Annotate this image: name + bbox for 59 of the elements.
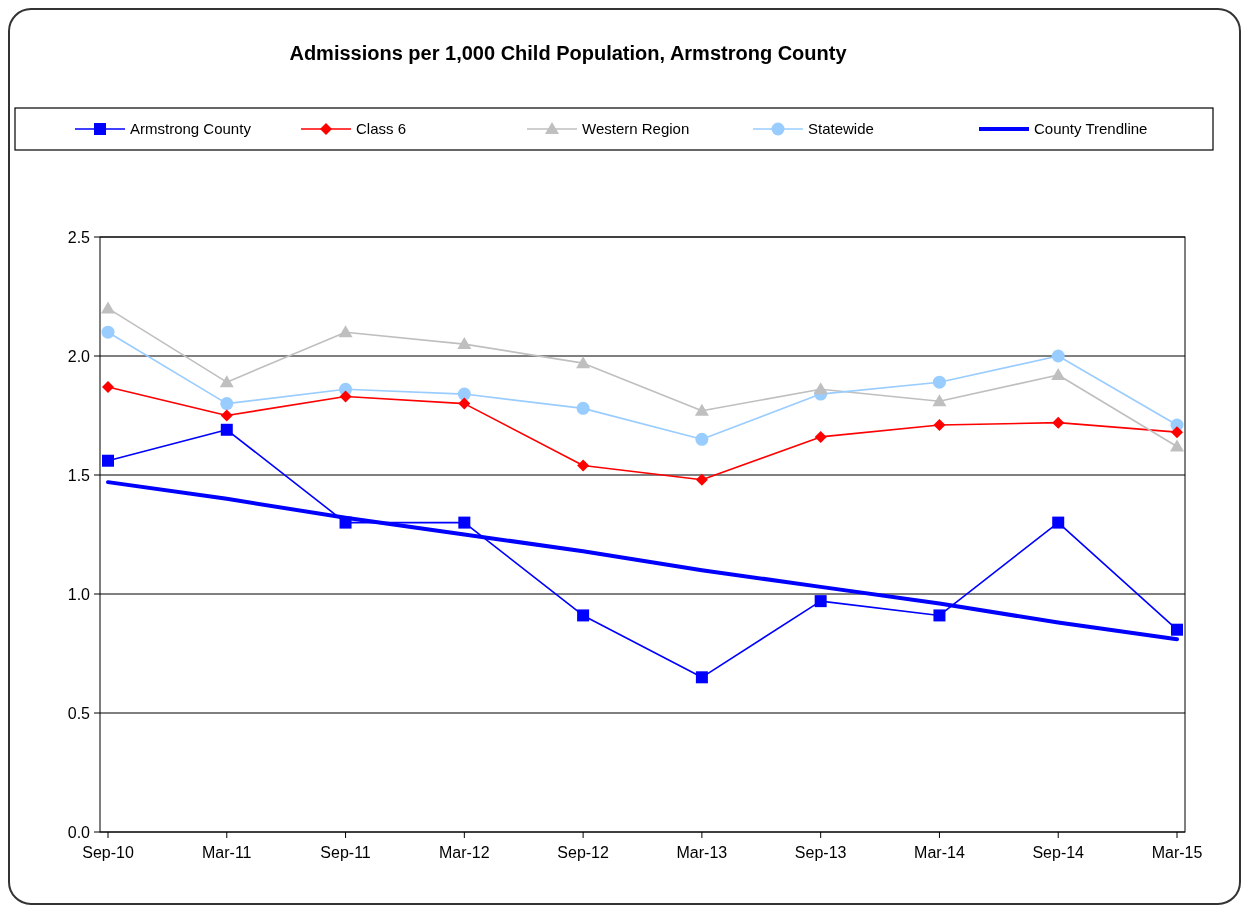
point <box>1171 623 1183 636</box>
chart-title: Admissions per 1,000 Child Population, Armstrong County <box>289 42 848 64</box>
x-tick-label: Sep-14 <box>1032 844 1085 861</box>
point <box>695 671 708 684</box>
x-tick-label: Mar-12 <box>438 844 490 861</box>
point <box>814 595 827 608</box>
point <box>219 375 234 388</box>
point <box>338 325 353 338</box>
point <box>1051 368 1066 381</box>
point <box>1170 439 1184 452</box>
legend-label: Western Region <box>582 120 690 137</box>
point <box>458 397 471 410</box>
y-tick-label: 2.5 <box>67 229 91 246</box>
point <box>577 609 590 622</box>
x-tick-label: Mar-13 <box>676 844 728 861</box>
point <box>101 325 115 339</box>
point <box>339 390 352 403</box>
y-tick-label: 1.0 <box>67 586 91 603</box>
point <box>814 430 827 443</box>
point <box>458 516 471 529</box>
point <box>695 432 709 446</box>
x-tick-label: Mar-11 <box>202 844 252 861</box>
point <box>577 459 590 472</box>
point <box>1052 416 1065 429</box>
point <box>576 401 590 415</box>
point <box>102 454 114 467</box>
point <box>339 516 352 529</box>
legend-label: County Trendline <box>1034 120 1148 137</box>
y-tick-label: 0.0 <box>67 824 91 841</box>
x-tick-label: Sep-11 <box>320 844 371 861</box>
point <box>932 394 947 407</box>
point <box>695 473 708 486</box>
point <box>457 387 471 401</box>
point <box>694 403 709 416</box>
x-tick-label: Sep-10 <box>82 844 134 861</box>
y-tick-label: 1.5 <box>67 467 91 484</box>
point <box>220 423 233 436</box>
point <box>1171 426 1183 439</box>
point <box>932 375 946 389</box>
legend-label: Class 6 <box>356 120 407 137</box>
point <box>220 409 233 422</box>
y-tick-label: 2.0 <box>67 348 91 365</box>
legend-label: Armstrong County <box>130 120 252 137</box>
point <box>933 609 946 622</box>
x-tick-label: Sep-13 <box>794 844 847 861</box>
point <box>1052 516 1065 529</box>
point <box>102 380 114 393</box>
x-tick-label: Mar-14 <box>914 844 965 861</box>
x-tick-label: Mar-15 <box>1151 844 1203 861</box>
legend-label: Statewide <box>808 120 874 137</box>
point <box>576 356 591 369</box>
point <box>1051 349 1065 363</box>
point <box>101 301 115 314</box>
point <box>813 382 828 395</box>
y-tick-label: 0.5 <box>67 705 91 722</box>
x-tick-label: Sep-12 <box>557 844 610 861</box>
point <box>933 419 946 432</box>
point <box>220 397 234 411</box>
point <box>457 337 472 350</box>
